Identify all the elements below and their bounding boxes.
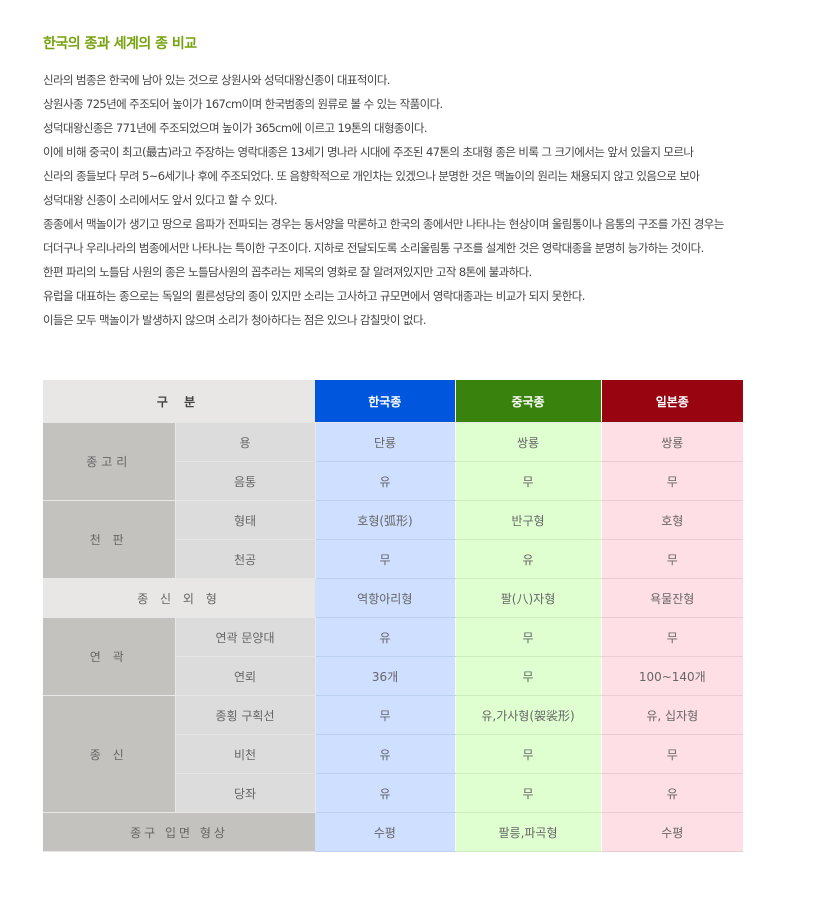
- paragraph-line: 종종에서 맥놀이가 생기고 땅으로 음파가 전파되는 경우는 동서양을 막론하고…: [43, 217, 724, 231]
- row-item-cell: 용: [175, 422, 316, 462]
- china-cell: 무: [455, 656, 602, 696]
- bell-comparison-table: 구 분 한국종 중국종 일본종 종고리 용 단룡 쌍룡 쌍룡 음통 유 무 무 천 판 형태 호형(弧…: [43, 380, 744, 852]
- china-cell: 팔릉,파곡형: [455, 812, 602, 852]
- header-china: 중국종: [455, 380, 602, 423]
- row-item-cell: 연곽 문양대: [175, 617, 316, 657]
- row-item-cell: 형태: [175, 500, 316, 540]
- japan-cell: 무: [601, 734, 744, 774]
- china-cell: 무: [455, 617, 602, 657]
- row-item-cell: 당좌: [175, 773, 316, 813]
- paragraph-line: 유럽을 대표하는 종으로는 독일의 퀼른성당의 종이 있지만 소리는 고사하고 …: [43, 289, 585, 303]
- paragraph-line: 신라의 종들보다 무려 5~6세기나 후에 주조되었다. 또 음향학적으로 개인…: [43, 169, 700, 183]
- korea-cell: 유: [315, 461, 456, 501]
- header-category: 구 분: [43, 380, 316, 423]
- korea-cell: 36개: [315, 656, 456, 696]
- china-cell: 무: [455, 734, 602, 774]
- korea-cell: 수평: [315, 812, 456, 852]
- row-category-cell: 종구 입면 형상: [43, 812, 316, 852]
- table-row: 당좌 유 무 유: [43, 773, 744, 813]
- paragraph-line: 성덕대왕신종은 771년에 주조되었으며 높이가 365cm에 이르고 19톤의…: [43, 121, 428, 135]
- table-row: 음통 유 무 무: [43, 461, 744, 501]
- description-paragraph: 신라의 범종은 한국에 남아 있는 것으로 상원사와 성덕대왕신종이 대표적이다…: [43, 68, 813, 332]
- header-korea: 한국종: [315, 380, 456, 423]
- row-category-cell: 종 신 외 형: [43, 578, 316, 618]
- china-cell: 유,가사형(袈裟形): [455, 695, 602, 735]
- korea-cell: 유: [315, 773, 456, 813]
- korea-cell: 무: [315, 539, 456, 579]
- japan-cell: 유: [601, 773, 744, 813]
- paragraph-line: 한편 파리의 노틀담 사원의 종은 노틀담사원의 꼽추라는 제목의 영화로 잘 …: [43, 265, 532, 279]
- japan-cell: 무: [601, 539, 744, 579]
- japan-cell: 쌍룡: [601, 422, 744, 462]
- korea-cell: 호형(弧形): [315, 500, 456, 540]
- row-item-cell: 연뢰: [175, 656, 316, 696]
- paragraph-line: 이에 비해 중국이 최고(最古)라고 주장하는 영락대종은 13세기 명나라 시…: [43, 145, 694, 159]
- china-cell: 팔(八)자형: [455, 578, 602, 618]
- korea-cell: 유: [315, 617, 456, 657]
- paragraph-line: 상원사종 725년에 주조되어 높이가 167cm이며 한국범종의 원류로 볼 …: [43, 97, 443, 111]
- row-item-cell: 종횡 구획선: [175, 695, 316, 735]
- korea-cell: 무: [315, 695, 456, 735]
- china-cell: 쌍룡: [455, 422, 602, 462]
- table-row: 종 신 외 형 역항아리형 팔(八)자형 욕물잔형: [43, 578, 744, 618]
- table-row: 연뢰 36개 무 100~140개: [43, 656, 744, 696]
- row-group-cell: 종고리: [43, 422, 176, 501]
- header-japan: 일본종: [601, 380, 744, 423]
- row-group-cell: 종 신: [43, 695, 176, 813]
- paragraph-line: 이들은 모두 맥놀이가 발생하지 않으며 소리가 청아하다는 점은 있으나 감칠…: [43, 313, 427, 327]
- table-row: 종 신 종횡 구획선 무 유,가사형(袈裟形) 유, 십자형: [43, 695, 744, 813]
- japan-cell: 욕물잔형: [601, 578, 744, 618]
- row-group-cell: 연 곽: [43, 617, 176, 696]
- china-cell: 무: [455, 461, 602, 501]
- china-cell: 반구형: [455, 500, 602, 540]
- china-cell: 유: [455, 539, 602, 579]
- korea-cell: 단룡: [315, 422, 456, 462]
- paragraph-line: 더더구나 우리나라의 범종에서만 나타나는 특이한 구조이다. 지하로 전달되도…: [43, 241, 704, 255]
- table-header-row: 구 분 한국종 중국종 일본종: [43, 380, 744, 423]
- table-row: 연 곽 연곽 문양대 유 무 무: [43, 617, 744, 696]
- china-cell: 무: [455, 773, 602, 813]
- korea-cell: 역항아리형: [315, 578, 456, 618]
- japan-cell: 수평: [601, 812, 744, 852]
- row-item-cell: 비천: [175, 734, 316, 774]
- table-row: 종고리 용 단룡 쌍룡 쌍룡: [43, 422, 744, 501]
- row-item-cell: 음통: [175, 461, 316, 501]
- table-row: 종구 입면 형상 수평 팔릉,파곡형 수평: [43, 812, 744, 852]
- paragraph-line: 신라의 범종은 한국에 남아 있는 것으로 상원사와 성덕대왕신종이 대표적이다…: [43, 73, 390, 87]
- japan-cell: 호형: [601, 500, 744, 540]
- table-row: 천공 무 유 무: [43, 539, 744, 579]
- japan-cell: 유, 십자형: [601, 695, 744, 735]
- row-group-cell: 천 판: [43, 500, 176, 579]
- paragraph-line: 성덕대왕 신종이 소리에서도 앞서 있다고 할 수 있다.: [43, 193, 278, 207]
- row-item-cell: 천공: [175, 539, 316, 579]
- japan-cell: 100~140개: [601, 656, 744, 696]
- korea-cell: 유: [315, 734, 456, 774]
- japan-cell: 무: [601, 461, 744, 501]
- table-row: 천 판 형태 호형(弧形) 반구형 호형: [43, 500, 744, 579]
- table-row: 비천 유 무 무: [43, 734, 744, 774]
- japan-cell: 무: [601, 617, 744, 657]
- page-title: 한국의 종과 세계의 종 비교: [43, 36, 197, 52]
